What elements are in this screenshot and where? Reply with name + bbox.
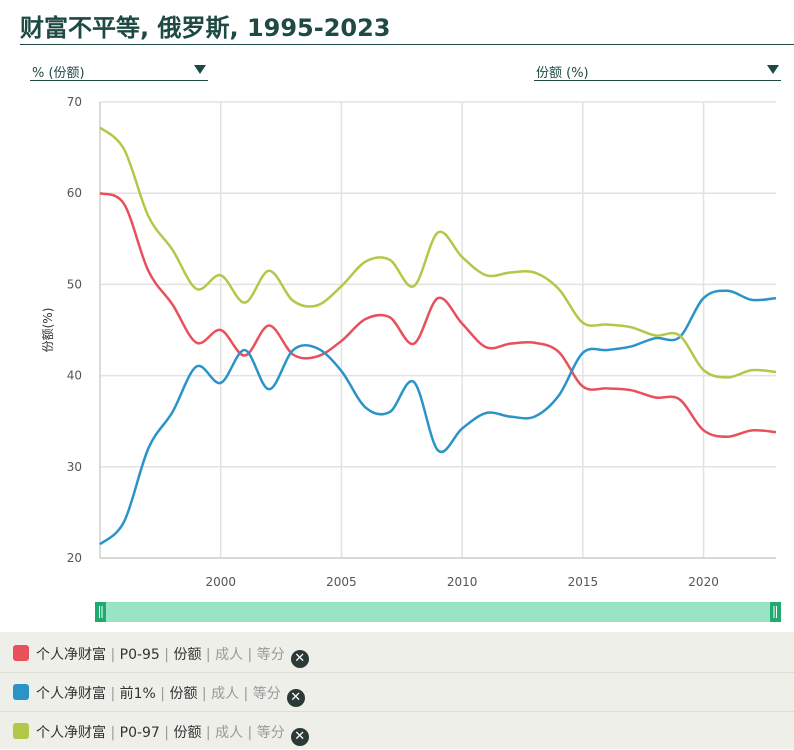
close-icon[interactable]: ✕ — [286, 689, 305, 707]
close-icon[interactable]: ✕ — [290, 728, 309, 746]
legend-label: 个人净财富 | P0-97 | 份额 | 成人 | 等分 ✕ — [36, 722, 309, 746]
y-tick-label: 40 — [67, 369, 82, 383]
chevron-down-icon[interactable] — [767, 65, 779, 74]
x-tick-label: 2015 — [568, 575, 599, 589]
x-axis-ticks: 2000 2005 2010 2015 2020 — [205, 575, 718, 589]
x-tick-label: 2010 — [447, 575, 478, 589]
chevron-down-icon[interactable] — [194, 65, 206, 74]
x-tick-label: 2000 — [205, 575, 236, 589]
legend-item: 个人净财富 | 前1% | 份额 | 成人 | 等分 ✕ — [0, 673, 794, 712]
indicator-dropdown[interactable]: 份额 (%) — [534, 58, 781, 81]
legend-swatch — [13, 645, 29, 661]
line-chart: 20 30 40 50 60 70 2000 2005 2010 2015 2020 份额(%) — [41, 95, 781, 622]
page-title: 财富不平等, 俄罗斯, 1995-2023 — [20, 14, 391, 42]
chart-series — [99, 126, 777, 546]
legend-item: 个人净财富 | P0-97 | 份额 | 成人 | 等分 ✕ — [0, 712, 794, 750]
series-line-1[interactable] — [99, 289, 777, 546]
y-tick-label: 20 — [67, 551, 82, 565]
range-slider-right-handle[interactable] — [770, 602, 781, 622]
unit-dropdown[interactable]: % (份额) — [30, 58, 208, 81]
legend-panel: 个人净财富 | P0-95 | 份额 | 成人 | 等分 ✕ 个人净财富 | 前1… — [0, 632, 794, 749]
legend-label: 个人净财富 | 前1% | 份额 | 成人 | 等分 ✕ — [36, 683, 305, 707]
y-axis-ticks: 20 30 40 50 60 70 — [67, 95, 82, 565]
legend-swatch — [13, 684, 29, 700]
legend-label: 个人净财富 | P0-95 | 份额 | 成人 | 等分 ✕ — [36, 644, 309, 668]
y-axis-label: 份额(%) — [41, 308, 55, 353]
close-icon[interactable]: ✕ — [290, 650, 309, 668]
y-tick-label: 30 — [67, 460, 82, 474]
x-tick-label: 2020 — [688, 575, 719, 589]
chart-grid — [99, 101, 776, 559]
indicator-dropdown-value: 份额 (%) — [536, 66, 589, 81]
range-slider[interactable] — [95, 602, 781, 622]
series-line-2[interactable] — [99, 126, 777, 379]
title-divider — [20, 44, 794, 45]
range-slider-left-handle[interactable] — [95, 602, 106, 622]
y-tick-label: 60 — [67, 186, 82, 200]
range-slider-track[interactable] — [96, 602, 781, 622]
unit-dropdown-value: % (份额) — [32, 66, 85, 81]
legend-swatch — [13, 723, 29, 739]
y-tick-label: 50 — [67, 277, 82, 291]
series-line-0[interactable] — [99, 191, 777, 438]
y-tick-label: 70 — [67, 95, 82, 109]
legend-item: 个人净财富 | P0-95 | 份额 | 成人 | 等分 ✕ — [0, 634, 794, 673]
x-tick-label: 2005 — [326, 575, 357, 589]
